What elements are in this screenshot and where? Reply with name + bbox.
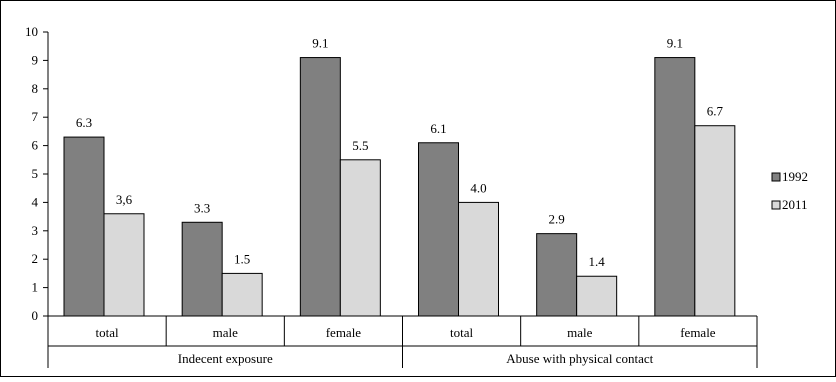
y-tick-label: 9	[32, 52, 39, 67]
bar-2011-1	[221, 272, 263, 317]
bar-1992-1	[181, 221, 223, 317]
axes: 0 1 2 3 4 5 6 7 8 9 10 total male female total male fema…	[25, 24, 758, 368]
bar-1992-0	[63, 136, 105, 317]
y-tick-label: 10	[25, 24, 38, 39]
data-label: 3,6	[116, 192, 133, 207]
data-label: 6.7	[707, 104, 724, 119]
y-tick-label: 1	[32, 280, 39, 295]
bar-2011-4	[576, 275, 618, 317]
legend-swatch-2011	[771, 200, 781, 210]
legend-label: 2011	[782, 197, 808, 212]
data-label: 1.5	[234, 251, 250, 266]
legend-label: 1992	[782, 169, 808, 184]
data-label: 9.1	[667, 36, 683, 51]
x-group-label: Abuse with physical contact	[506, 351, 653, 366]
y-tick-label: 4	[32, 194, 39, 209]
y-tick-label: 2	[32, 251, 39, 266]
x-category-label: male	[567, 325, 592, 340]
data-label: 5.5	[352, 138, 368, 153]
data-label: 3.3	[194, 200, 210, 215]
x-category-label: female	[680, 325, 716, 340]
bar-2011-5	[694, 125, 736, 317]
data-label: 1.4	[589, 254, 606, 269]
bar-1992-4	[536, 233, 578, 317]
bars	[63, 57, 736, 317]
x-group-label: Indecent exposure	[178, 351, 273, 366]
data-label: 6.1	[430, 121, 446, 136]
bar-1992-5	[654, 57, 696, 317]
legend: 1992 2011	[771, 169, 808, 212]
y-tick-label: 8	[32, 81, 39, 96]
x-category-label: total	[96, 325, 119, 340]
bar-1992-3	[418, 142, 459, 317]
y-tick-label: 6	[32, 138, 39, 153]
y-tick-label: 5	[32, 166, 39, 181]
data-label: 4.0	[470, 180, 486, 195]
y-tick-label: 0	[32, 308, 39, 323]
x-category-label: total	[450, 325, 473, 340]
legend-swatch-1992	[771, 172, 781, 182]
data-label: 6.3	[76, 115, 92, 130]
y-tick-label: 3	[32, 223, 39, 238]
bar-1992-2	[299, 57, 341, 317]
bar-2011-2	[339, 159, 381, 317]
x-category-label: female	[326, 325, 362, 340]
x-category-label: male	[213, 325, 238, 340]
bar-2011-0	[103, 213, 145, 317]
y-tick-label: 7	[32, 109, 39, 124]
data-label: 2.9	[549, 212, 565, 227]
bar-2011-3	[458, 201, 499, 317]
data-label: 9.1	[312, 36, 328, 51]
data-labels: 6.3 3,6 3.3 1.5 9.1 5.5 6.1 4.0 2.9 1.4 9.1 6.7	[76, 36, 724, 270]
